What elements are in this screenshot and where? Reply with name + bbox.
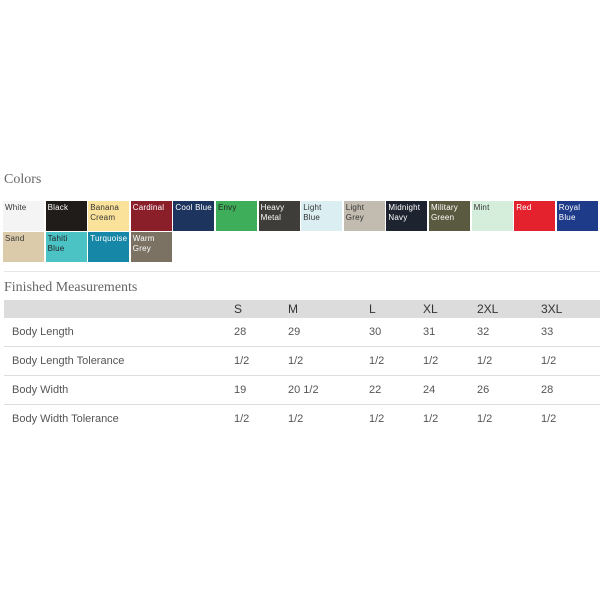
cell-value: 1/2 — [234, 346, 288, 376]
cell-value: 30 — [369, 318, 423, 347]
cell-value: 1/2 — [541, 413, 557, 425]
divider — [4, 271, 600, 272]
cell-value: 1/2 — [423, 413, 439, 425]
color-swatch-banana-cream[interactable]: Banana Cream — [88, 201, 130, 231]
color-swatch-warm-grey[interactable]: Warm Grey — [130, 232, 172, 262]
cell-value: 1/2 — [477, 346, 541, 376]
row-label: Body Length Tolerance — [4, 346, 234, 376]
column-header — [4, 300, 234, 318]
color-swatch-cardinal[interactable]: Cardinal — [130, 201, 172, 231]
color-swatch-red[interactable]: Red — [514, 201, 556, 231]
cell-value: 1/2 — [369, 346, 423, 376]
cell-value: 32 — [477, 318, 541, 347]
color-swatch-tahiti-blue[interactable]: Tahiti Blue — [45, 232, 87, 262]
column-header: S — [234, 300, 288, 318]
cell-value: 33 — [541, 318, 600, 347]
table-row: Body Length Tolerance 1/2 1/2 1/2 1/2 1/2 1/2 — [4, 346, 600, 376]
table-row: Body Width Tolerance 1/2 1/2 1/2 1/2 1/2 1/2 — [4, 405, 600, 434]
cell-value: 1/2 — [423, 346, 477, 376]
color-swatch-royal-blue[interactable]: Royal Blue — [556, 201, 598, 231]
cell-value: 1/2 — [288, 346, 369, 376]
cell-value: 28 — [234, 318, 288, 347]
color-swatch-midnight-navy[interactable]: Midnight Navy — [386, 201, 428, 231]
table-row: Body Length 28 29 30 31 32 33 — [4, 318, 600, 347]
color-swatch-sand[interactable]: Sand — [3, 232, 44, 262]
colors-heading: Colors — [4, 172, 42, 187]
table-body: Body Length 28 29 30 31 32 33 Body Length Toler… — [4, 318, 600, 433]
cell-value: 1/2 — [477, 413, 493, 425]
color-swatch-turquoise[interactable]: Turquoise — [88, 232, 130, 262]
column-header: 3XL — [541, 300, 600, 318]
cell-value: 22 — [369, 375, 423, 405]
color-swatch-white[interactable]: White — [3, 201, 44, 231]
color-swatch-light-blue[interactable]: Light Blue — [301, 201, 343, 231]
color-swatch-light-grey[interactable]: Light Grey — [343, 201, 385, 231]
header-row: S M L XL 2XL 3XL — [4, 300, 600, 318]
cell-value: 24 — [423, 375, 477, 405]
cell-value: 28 — [541, 375, 600, 405]
table-row: Body Width 19 20 1/2 22 24 26 28 — [4, 375, 600, 405]
row-label: Body Width — [4, 375, 234, 405]
column-header: L — [369, 300, 423, 318]
cell-value: 1/2 — [369, 413, 385, 425]
color-swatch-cool-blue[interactable]: Cool Blue — [173, 201, 215, 231]
row-label: Body Width Tolerance — [12, 413, 119, 425]
row-label: Body Length — [4, 318, 234, 347]
color-swatch-envy[interactable]: Envy — [216, 201, 257, 231]
column-header: M — [288, 300, 369, 318]
color-swatch-heavy-metal[interactable]: Heavy Metal — [258, 201, 300, 231]
cell-value: 19 — [234, 375, 288, 405]
cell-value: 20 1/2 — [288, 375, 369, 405]
cell-value: 1/2 — [541, 346, 600, 376]
color-swatch-military-green[interactable]: Military Green — [429, 201, 470, 231]
cell-value: 31 — [423, 318, 477, 347]
cell-value: 29 — [288, 318, 369, 347]
cell-value: 1/2 — [288, 413, 304, 425]
color-swatch-black[interactable]: Black — [45, 201, 87, 231]
column-header: XL — [423, 300, 477, 318]
measurements-table: S M L XL 2XL 3XL Body Length 28 29 30 31 32 33 Body … — [4, 300, 600, 433]
cell-value: 26 — [477, 375, 541, 405]
column-header: 2XL — [477, 300, 541, 318]
color-swatch-mint[interactable]: Mint — [471, 201, 513, 231]
measurements-heading: Finished Measurements — [4, 280, 138, 295]
cell-value: 1/2 — [234, 413, 250, 425]
